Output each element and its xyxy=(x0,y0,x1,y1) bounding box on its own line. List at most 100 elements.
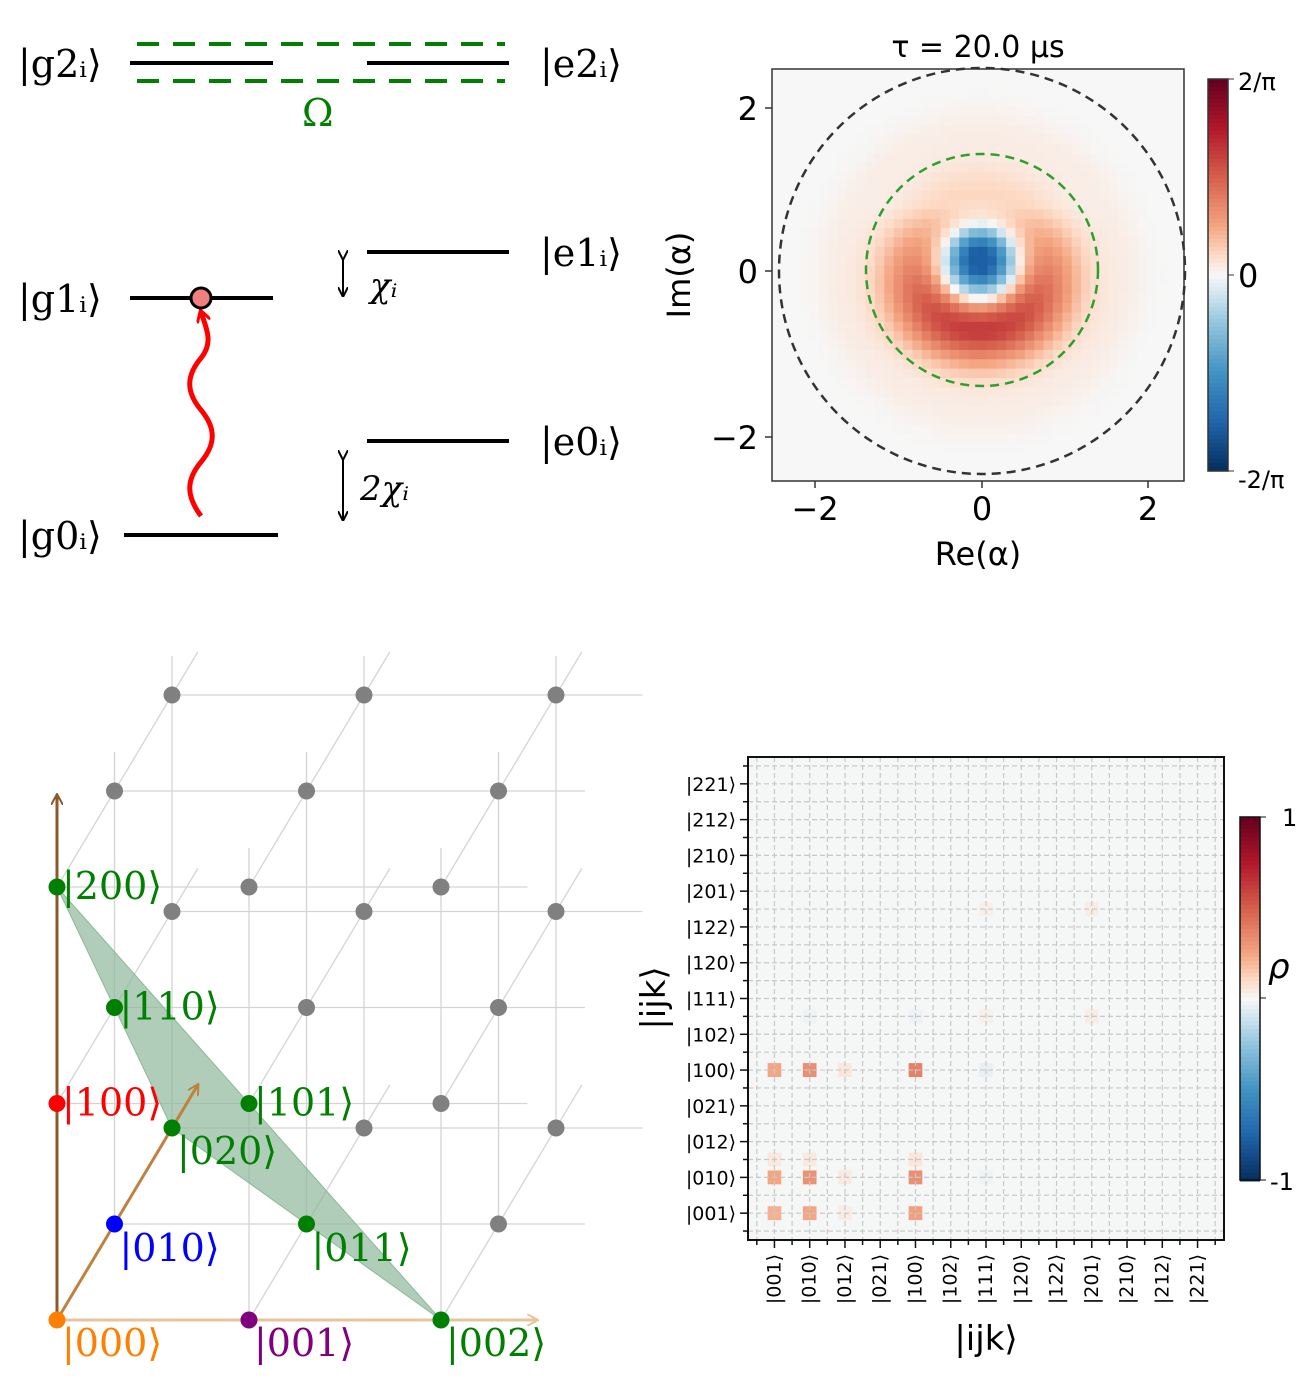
wigner-cell xyxy=(1109,134,1120,145)
wigner-cell xyxy=(809,218,820,229)
wigner-cell xyxy=(1146,134,1157,145)
wigner-cell xyxy=(1015,181,1026,192)
wigner-cell xyxy=(828,443,839,454)
wigner-cell xyxy=(781,172,792,182)
wigner-cell xyxy=(1071,78,1082,89)
colorbar-segment xyxy=(1208,179,1228,184)
wigner-cell xyxy=(1127,181,1138,192)
wigner-cell xyxy=(893,349,904,360)
wigner-cell xyxy=(1043,434,1054,445)
wigner-cell xyxy=(790,69,801,79)
wigner-cell xyxy=(987,396,998,407)
wigner-cell xyxy=(1146,125,1157,136)
wigner-cell xyxy=(1052,143,1063,154)
wigner-cell xyxy=(790,106,801,117)
wigner-cell xyxy=(1109,237,1120,248)
wigner-cell xyxy=(800,162,811,173)
wigner-cell xyxy=(884,190,895,201)
wigner-cell xyxy=(790,97,801,108)
wigner-cell xyxy=(1062,87,1073,98)
wigner-cell xyxy=(772,246,782,257)
wigner-cell xyxy=(912,462,923,473)
wigner-cell xyxy=(996,359,1007,370)
colorbar-segment xyxy=(1208,419,1228,424)
wigner-cell xyxy=(1062,143,1073,154)
wigner-cell xyxy=(772,359,782,370)
wigner-cell xyxy=(772,275,782,285)
wigner-cell xyxy=(1174,78,1185,89)
wigner-cell xyxy=(1043,190,1054,201)
wigner-cell xyxy=(1006,340,1017,351)
wigner-cell xyxy=(772,406,782,417)
wigner-cell xyxy=(1174,190,1185,201)
wigner-cell xyxy=(846,368,857,379)
state-point-102 xyxy=(432,1095,450,1112)
wigner-cell xyxy=(865,237,876,248)
wigner-cell xyxy=(884,228,895,239)
wigner-cell xyxy=(978,275,988,285)
wigner-cell xyxy=(1155,321,1166,332)
wigner-cell xyxy=(1109,143,1120,154)
colorbar-segment xyxy=(1240,1001,1260,1006)
wigner-cell xyxy=(1146,97,1157,108)
wigner-cell xyxy=(828,172,839,182)
wigner-cell xyxy=(1090,115,1101,126)
wigner-cell xyxy=(893,143,904,154)
wigner-cell xyxy=(772,106,782,117)
wigner-cell xyxy=(893,387,904,398)
wigner-cell xyxy=(781,471,792,482)
wigner-cell xyxy=(790,190,801,201)
wigner-cell xyxy=(959,293,970,304)
wigner-cell xyxy=(903,443,914,454)
wigner-cell xyxy=(856,452,867,463)
wigner-cell xyxy=(1024,471,1035,482)
wigner-cell xyxy=(884,181,895,192)
wigner-cell xyxy=(912,228,923,239)
wigner-cell xyxy=(790,218,801,229)
wigner-cell xyxy=(996,97,1007,108)
wigner-cell xyxy=(1099,172,1110,182)
wigner-cell xyxy=(1006,190,1017,201)
wigner-cell xyxy=(1155,284,1166,295)
wigner-cell xyxy=(1043,396,1054,407)
wigner-cell xyxy=(1165,181,1176,192)
wigner-cell xyxy=(1174,218,1185,229)
wigner-cell xyxy=(1118,115,1129,126)
wigner-cell xyxy=(903,312,914,323)
wigner-cell xyxy=(903,452,914,463)
wigner-cell xyxy=(996,218,1007,229)
colorbar-segment xyxy=(1240,1029,1260,1034)
wigner-cell xyxy=(1155,462,1166,473)
wigner-cell xyxy=(1015,78,1026,89)
wigner-cell xyxy=(856,153,867,164)
wigner-cell xyxy=(1024,69,1035,79)
wigner-cell xyxy=(846,321,857,332)
wigner-cell xyxy=(1024,349,1035,360)
wigner-cell xyxy=(1034,471,1045,482)
colorbar-segment xyxy=(1208,459,1228,464)
colorbar-segment xyxy=(1240,1161,1260,1166)
wigner-cell xyxy=(893,246,904,257)
wigner-cell xyxy=(893,415,904,426)
wigner-cell xyxy=(1081,69,1091,79)
wigner-cell xyxy=(1043,162,1054,173)
wigner-cell xyxy=(959,143,970,154)
wigner-cell xyxy=(959,246,970,257)
wigner-cell xyxy=(809,237,820,248)
wigner-cell xyxy=(818,97,829,108)
wigner-cell xyxy=(912,87,923,98)
wigner-cell xyxy=(978,209,988,220)
wigner-cell xyxy=(949,115,960,126)
wigner-cell xyxy=(912,162,923,173)
wigner-cell xyxy=(1024,143,1035,154)
wigner-cell xyxy=(772,293,782,304)
wigner-cell xyxy=(996,387,1007,398)
wigner-cell xyxy=(790,340,801,351)
colorbar-segment xyxy=(1240,949,1260,954)
wigner-cell xyxy=(987,378,998,388)
wigner-cell xyxy=(1146,78,1157,89)
wigner-cell xyxy=(968,387,979,398)
wigner-cell xyxy=(818,303,829,314)
y-tick-label: |210⟩ xyxy=(686,845,736,867)
wigner-cell xyxy=(1071,190,1082,201)
